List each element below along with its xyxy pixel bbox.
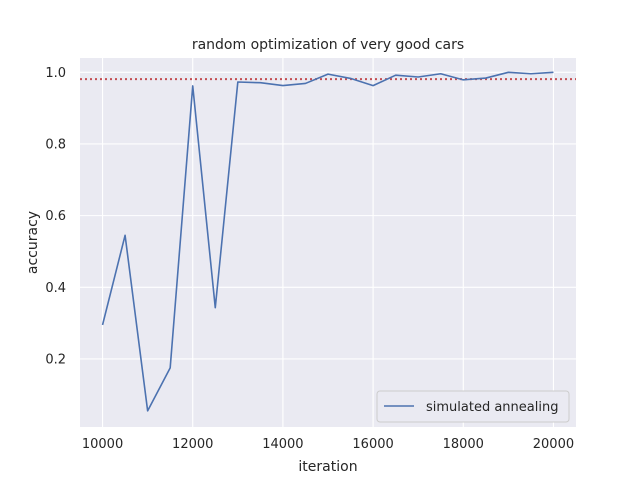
x-tick-label: 20000 — [533, 437, 574, 452]
grid-lines — [80, 58, 576, 427]
y-tick-label: 0.8 — [45, 137, 66, 152]
legend: simulated annealing — [376, 390, 570, 423]
x-tick-label: 16000 — [352, 437, 393, 452]
y-tick-label: 1.0 — [45, 66, 66, 81]
plot-area — [80, 58, 576, 427]
x-tick-label: 10000 — [82, 437, 123, 452]
x-tick-label: 18000 — [443, 437, 484, 452]
tick-labels: 10000 12000 14000 16000 18000 20000 0.2 0.4 0.6 0… — [45, 66, 574, 452]
chart-title: random optimization of very good cars — [192, 37, 464, 53]
legend-label-simulated-annealing: simulated annealing — [426, 400, 558, 415]
x-tick-label: 12000 — [172, 437, 213, 452]
x-axis-label: iteration — [298, 459, 357, 475]
y-tick-label: 0.2 — [45, 352, 66, 367]
legend-box — [376, 390, 570, 423]
y-tick-label: 0.6 — [45, 209, 66, 224]
series-group — [101, 71, 554, 412]
series-line-simulated-annealing — [101, 71, 554, 412]
y-axis-label: accuracy — [25, 211, 41, 274]
x-tick-label: 14000 — [262, 437, 303, 452]
y-tick-label: 0.4 — [45, 281, 66, 296]
